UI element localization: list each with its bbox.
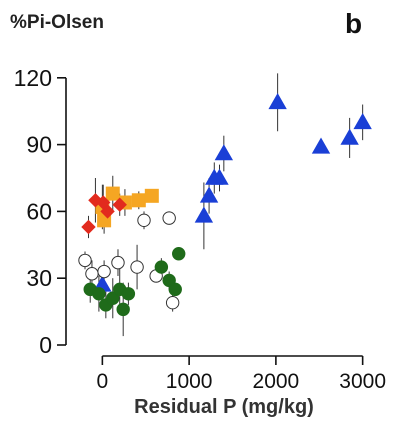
open-circle-point xyxy=(165,295,180,310)
open-circle-point xyxy=(111,255,125,270)
open-circle-point xyxy=(78,253,92,268)
open-circle-point xyxy=(130,260,144,274)
y-tick-label: 0 xyxy=(39,332,52,358)
diamond-point xyxy=(81,219,96,235)
x-tick-label: 0 xyxy=(97,370,109,393)
y-tick-label: 90 xyxy=(26,132,52,158)
triangle-point xyxy=(268,92,287,110)
filled-circle-point xyxy=(106,291,120,305)
open-circle-point xyxy=(85,267,99,281)
square-point xyxy=(144,188,159,203)
axes: 0 30 60 90 120 0 1000 2000 3000 xyxy=(14,65,386,393)
panel-label: b xyxy=(345,8,363,39)
diamond-point xyxy=(100,204,115,219)
y-tick-label: 120 xyxy=(14,65,52,91)
triangle-point xyxy=(214,144,234,161)
square-point xyxy=(105,186,120,201)
triangle-point xyxy=(353,113,372,130)
triangle-point xyxy=(311,137,331,154)
filled-circle-point xyxy=(92,287,106,301)
y-tick-label: 30 xyxy=(26,265,52,291)
filled-circle-point xyxy=(154,260,169,274)
open-circle-point xyxy=(137,213,151,228)
y-tick-label: 60 xyxy=(26,198,52,224)
filled-circle-point xyxy=(116,302,130,317)
triangle-point xyxy=(210,168,229,185)
filled-circle-point xyxy=(121,287,136,301)
x-tick-label: 1000 xyxy=(166,370,213,393)
triangle-point xyxy=(340,128,359,145)
open-circle-point xyxy=(97,264,111,279)
x-tick-label: 3000 xyxy=(339,370,386,393)
y-axis-title: %Pi-Olsen xyxy=(10,12,104,33)
x-tick-label: 2000 xyxy=(253,370,300,393)
x-axis-title: Residual P (mg/kg) xyxy=(134,396,314,418)
triangle-point xyxy=(199,186,219,203)
open-circle-point xyxy=(162,211,176,225)
triangle-point xyxy=(194,206,214,223)
data-points xyxy=(78,92,372,317)
filled-circle-point xyxy=(168,282,182,297)
diamond-point xyxy=(112,197,127,212)
filled-circle-point xyxy=(172,247,186,261)
square-point xyxy=(131,193,146,208)
